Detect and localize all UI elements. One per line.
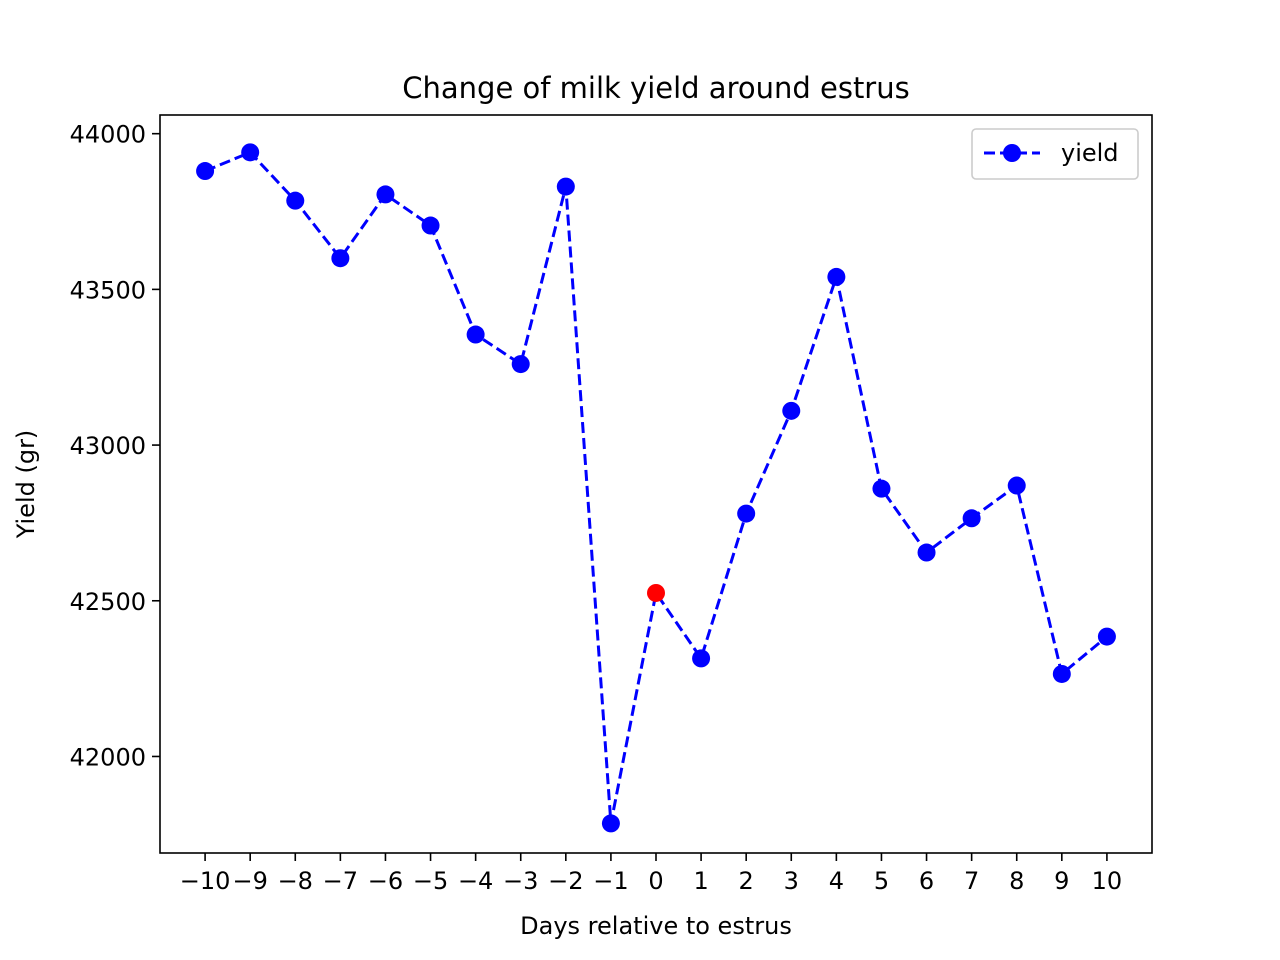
data-point [556, 177, 575, 196]
data-point [692, 649, 711, 668]
x-tick-label: −1 [593, 867, 628, 895]
x-tick-label: 7 [964, 867, 979, 895]
x-tick-label: −8 [278, 867, 313, 895]
y-tick-label: 42500 [70, 588, 146, 616]
y-axis: 42000 42500 43000 43500 44000 [70, 121, 160, 771]
y-tick-label: 43500 [70, 276, 146, 304]
legend-box [971, 128, 1139, 180]
x-tick-label: 3 [784, 867, 799, 895]
y-tick-label: 44000 [70, 121, 146, 149]
x-axis: −10 −9 −8 −7 −6 −5 −4 −3 −2 −1 0 1 2 3 4 5 6 7 8 9 10 [180, 853, 1122, 895]
data-point [241, 143, 260, 162]
legend-marker [1003, 144, 1021, 162]
series-line-yield [204, 150, 1108, 824]
x-tick-label: −4 [458, 867, 493, 895]
data-point [331, 249, 350, 268]
y-tick-label: 42000 [70, 743, 146, 771]
chart-title: Change of milk yield around estrus [402, 71, 909, 105]
x-tick-label: −6 [368, 867, 403, 895]
x-tick-label: 8 [1009, 867, 1024, 895]
data-point [917, 543, 936, 562]
x-axis-title: Days relative to estrus [520, 912, 792, 940]
y-axis-title: Yield (gr) [12, 430, 40, 540]
data-point [962, 509, 981, 528]
data-point [1052, 664, 1071, 683]
data-point [1097, 627, 1116, 646]
x-tick-label: 2 [739, 867, 754, 895]
data-point [196, 162, 215, 181]
legend: yield [971, 128, 1139, 180]
plot-frame [159, 114, 1153, 854]
y-tick-label: 43000 [70, 432, 146, 460]
x-tick-label: −9 [232, 867, 267, 895]
data-point [1007, 476, 1026, 495]
highlight-point [647, 583, 665, 602]
x-tick-label: −5 [413, 867, 448, 895]
data-point [601, 814, 620, 833]
data-point [827, 267, 846, 286]
x-tick-label: 6 [919, 867, 934, 895]
x-tick-label: 1 [693, 867, 708, 895]
data-point [376, 185, 395, 204]
x-tick-label: 0 [648, 867, 663, 895]
x-tick-label: −2 [548, 867, 583, 895]
series-yield [196, 143, 1116, 833]
x-tick-label: 9 [1054, 867, 1069, 895]
data-point [421, 216, 440, 235]
x-tick-label: −3 [503, 867, 538, 895]
data-point [872, 479, 891, 498]
x-tick-label: 10 [1092, 867, 1123, 895]
data-point [737, 504, 756, 523]
x-tick-label: −10 [180, 867, 231, 895]
data-point [782, 401, 801, 420]
data-point [286, 191, 305, 210]
legend-label-yield: yield [1061, 139, 1119, 167]
x-tick-label: 4 [829, 867, 844, 895]
x-tick-label: −7 [323, 867, 358, 895]
x-tick-label: 5 [874, 867, 889, 895]
data-point [466, 325, 485, 344]
data-point [511, 355, 530, 374]
